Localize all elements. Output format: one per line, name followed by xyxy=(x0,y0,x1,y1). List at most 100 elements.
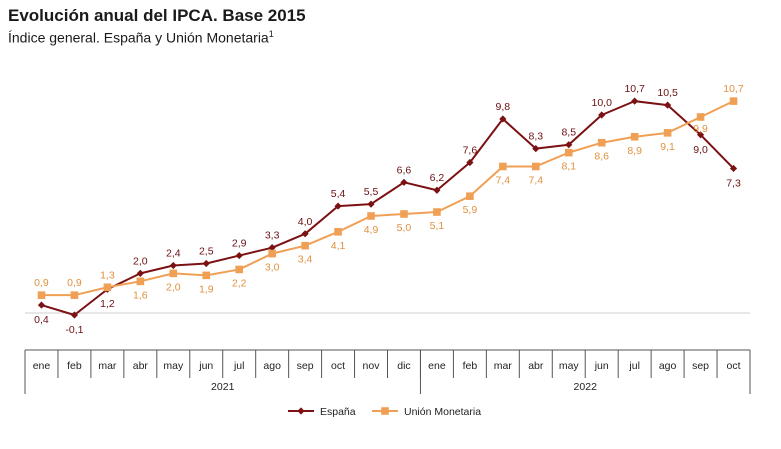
x-tick-label: ago xyxy=(263,360,281,372)
data-label-union-monetaria: 8,6 xyxy=(594,151,609,163)
data-label-union-monetaria: 5,0 xyxy=(397,222,412,234)
x-tick-label: mar xyxy=(98,360,117,372)
data-label-espana: 10,5 xyxy=(657,87,678,99)
data-label-espana: 2,0 xyxy=(133,255,148,267)
legend-label-union-monetaria: Unión Monetaria xyxy=(404,406,481,418)
data-label-union-monetaria: 0,9 xyxy=(67,277,82,289)
data-point-espana xyxy=(136,269,144,277)
data-point-union-monetaria xyxy=(466,192,474,200)
x-tick-label: sep xyxy=(297,360,314,372)
data-label-union-monetaria: 9,9 xyxy=(693,123,708,135)
data-point-union-monetaria xyxy=(235,265,244,274)
data-point-union-monetaria xyxy=(103,283,112,292)
data-label-union-monetaria: 7,4 xyxy=(496,174,511,186)
x-tick-label: ene xyxy=(33,360,51,372)
x-tick-label: oct xyxy=(331,360,345,372)
data-point-union-monetaria xyxy=(136,277,145,286)
x-tick-label: jun xyxy=(594,360,609,372)
data-label-espana: 10,7 xyxy=(624,83,645,95)
data-point-union-monetaria xyxy=(531,162,540,171)
x-tick-label: feb xyxy=(463,360,478,372)
data-point-union-monetaria xyxy=(169,269,178,278)
data-label-espana: 5,4 xyxy=(331,188,346,200)
data-label-espana: 2,5 xyxy=(199,246,214,258)
data-point-espana xyxy=(565,141,573,149)
data-point-union-monetaria xyxy=(433,208,441,216)
data-label-union-monetaria: 2,0 xyxy=(166,281,181,293)
data-point-espana xyxy=(334,202,342,210)
data-label-union-monetaria: 5,9 xyxy=(463,204,478,216)
data-label-espana: 10,0 xyxy=(591,97,612,109)
data-point-espana xyxy=(598,111,606,119)
data-label-espana: 9,0 xyxy=(693,144,708,156)
data-point-espana xyxy=(532,145,540,153)
x-tick-label: sep xyxy=(692,360,709,372)
legend-marker-union-monetaria xyxy=(381,407,389,415)
data-point-espana xyxy=(202,259,210,268)
data-point-union-monetaria xyxy=(70,291,79,299)
data-point-espana xyxy=(696,131,705,139)
data-point-union-monetaria xyxy=(499,162,507,171)
data-point-union-monetaria xyxy=(597,138,606,147)
data-point-espana xyxy=(631,97,639,105)
chart-subtitle: Índice general. España y Unión Monetaria… xyxy=(8,29,274,46)
data-label-espana: 5,5 xyxy=(364,186,379,198)
data-label-union-monetaria: 8,9 xyxy=(627,145,642,157)
legend-label-espana: España xyxy=(320,406,356,418)
data-label-union-monetaria: 2,2 xyxy=(232,277,247,289)
x-tick-label: may xyxy=(163,360,184,372)
data-point-union-monetaria xyxy=(663,129,672,137)
chart-subtitle-text: Índice general. España y Unión Monetaria xyxy=(8,29,269,46)
data-point-espana xyxy=(37,301,46,309)
data-point-union-monetaria xyxy=(729,97,738,105)
data-point-union-monetaria xyxy=(400,210,408,218)
data-label-espana: 9,8 xyxy=(496,101,511,113)
footnote-mark: 1 xyxy=(268,29,274,39)
x-tick-label: ene xyxy=(428,360,446,372)
x-tick-label: mar xyxy=(494,360,513,372)
data-label-union-monetaria: 4,1 xyxy=(331,240,346,252)
data-label-espana: 7,3 xyxy=(726,177,741,189)
data-point-espana xyxy=(664,101,672,109)
data-label-espana: 2,9 xyxy=(232,238,247,250)
data-point-union-monetaria xyxy=(367,212,375,220)
data-label-union-monetaria: 3,0 xyxy=(265,262,280,274)
data-point-espana xyxy=(301,230,309,238)
data-point-espana xyxy=(169,261,177,270)
x-tick-label: oct xyxy=(727,360,741,372)
data-label-union-monetaria: 3,4 xyxy=(298,254,313,266)
chart-title: Evolución anual del IPCA. Base 2015 xyxy=(8,6,306,25)
data-point-union-monetaria xyxy=(630,132,639,141)
data-label-union-monetaria: 1,9 xyxy=(199,283,214,295)
series-line-union-monetaria xyxy=(41,100,734,297)
data-label-espana: 3,3 xyxy=(265,230,280,242)
data-point-union-monetaria xyxy=(696,113,705,121)
data-label-espana: -0,1 xyxy=(65,324,83,336)
data-label-union-monetaria: 1,3 xyxy=(100,269,115,281)
x-tick-label: dic xyxy=(397,360,410,372)
data-point-union-monetaria xyxy=(301,241,309,250)
data-point-union-monetaria xyxy=(202,271,211,280)
data-label-espana: 7,6 xyxy=(463,145,478,157)
data-point-union-monetaria xyxy=(37,291,46,299)
data-point-espana xyxy=(466,158,474,167)
data-label-espana: 4,0 xyxy=(298,216,313,228)
data-label-espana: 0,4 xyxy=(34,314,49,326)
data-point-espana xyxy=(235,251,243,260)
data-point-espana xyxy=(499,115,507,123)
data-point-espana xyxy=(729,164,738,173)
data-label-union-monetaria: 4,9 xyxy=(364,224,379,236)
x-tick-label: jul xyxy=(628,360,640,372)
data-point-espana xyxy=(367,200,375,208)
year-label: 2021 xyxy=(211,381,235,393)
data-label-espana: 1,2 xyxy=(100,298,115,310)
legend-marker-espana xyxy=(297,407,305,415)
data-label-union-monetaria: 5,1 xyxy=(430,220,445,232)
x-tick-label: feb xyxy=(67,360,82,372)
year-label: 2022 xyxy=(574,381,598,393)
data-label-union-monetaria: 8,1 xyxy=(561,161,576,173)
series-line-espana xyxy=(41,100,735,316)
data-point-espana xyxy=(268,244,276,252)
data-point-union-monetaria xyxy=(268,249,276,258)
